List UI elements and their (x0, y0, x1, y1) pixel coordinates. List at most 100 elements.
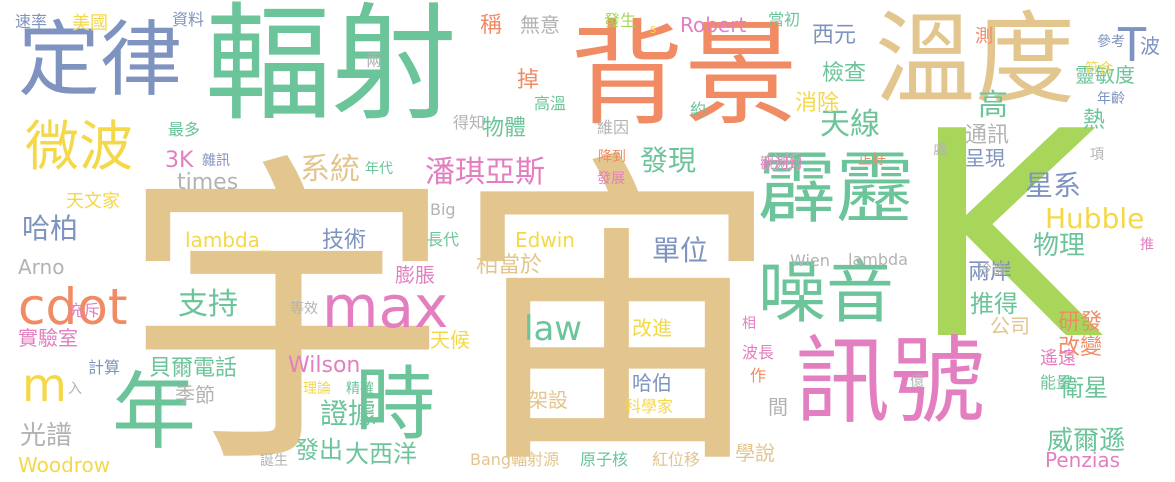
cloud-word: 年代 (365, 161, 393, 177)
cloud-word: lambda_ (185, 228, 270, 252)
cloud-word: 檢查 (822, 61, 867, 86)
cloud-word: 天線 (820, 107, 880, 142)
cloud-word: Edwin (515, 228, 575, 252)
cloud-word: 正好 (858, 152, 886, 168)
cloud-word: 單位 (652, 234, 709, 267)
cloud-word: 微波 (25, 115, 133, 178)
cloud-word: 證據 (320, 397, 377, 430)
cloud-word: 測 (975, 26, 993, 47)
cloud-word: 物理 (1033, 231, 1086, 261)
cloud-word: m (22, 358, 67, 412)
cloud-word: 原子核 (580, 450, 629, 469)
cloud-word: 發展 (597, 171, 625, 187)
cloud-word: Hubble (1045, 202, 1145, 235)
cloud-word: 時 (355, 358, 435, 451)
cloud-word: 消除 (795, 91, 840, 116)
cloud-word: 得知 (453, 113, 486, 132)
cloud-word: 威爾遜 (1047, 426, 1126, 456)
cloud-word: s (650, 22, 657, 36)
cloud-word: 美國 (72, 13, 108, 34)
cloud-word: 相 (742, 316, 756, 332)
cloud-word: 符合 (1085, 61, 1113, 77)
cloud-word: 入 (68, 381, 82, 397)
cloud-word: 霹靂 (758, 144, 915, 234)
cloud-word: 推 (1140, 237, 1154, 253)
cloud-word: 物體 (482, 116, 527, 141)
cloud-word: K (910, 71, 1097, 403)
cloud-word: 最多 (168, 120, 201, 139)
cloud-word: 系統 (300, 152, 360, 187)
cloud-word: 宇宙 (122, 125, 782, 482)
cloud-word: 冷卻 (978, 262, 1006, 278)
cloud-word: 天文家 (66, 191, 120, 212)
cloud-word: 無意 (520, 13, 560, 37)
cloud-word: 分析 (762, 150, 802, 174)
cloud-word: 稱 (480, 13, 503, 38)
cloud-word: Robert (680, 13, 747, 37)
cloud-word: 年齡 (1097, 91, 1125, 107)
cloud-word: 科學家 (625, 397, 674, 416)
cloud-word: 項 (1090, 147, 1104, 163)
cloud-word: 理論 (303, 381, 331, 397)
cloud-word: 遙遠 (1040, 348, 1076, 369)
cloud-word: 噪音 (758, 254, 895, 333)
cloud-word: 實驗室 (18, 326, 78, 350)
cloud-word: 膨脹 (395, 263, 435, 287)
cloud-word: 背景 (570, 8, 799, 141)
cloud-word: 維因 (597, 118, 630, 137)
cloud-word: 改進 (632, 316, 672, 340)
cloud-word: 大西洋 (345, 440, 417, 468)
cloud-word: 發現 (640, 144, 697, 177)
cloud-word: 支持 (178, 287, 238, 322)
cloud-word: 作 (750, 366, 767, 385)
cloud-word: 長代 (427, 230, 460, 249)
cloud-word: 等效 (290, 301, 318, 317)
cloud-word: 誕生 (260, 453, 288, 469)
cloud-word: 技術 (322, 228, 367, 253)
cloud-word: times (177, 170, 239, 195)
cloud-word: 速率 (15, 12, 48, 31)
cloud-word: 3K (165, 148, 194, 173)
cloud-word: 西元 (812, 23, 857, 48)
cloud-word: 光譜 (20, 421, 73, 451)
cloud-word: 相當於 (476, 253, 543, 278)
cloud-word: max (322, 273, 449, 341)
cloud-word: 通訊 (965, 123, 1010, 148)
cloud-word: 哈柏 (22, 212, 79, 245)
cloud-word: 推得 (970, 290, 1018, 318)
cloud-word: 高 (978, 88, 1008, 123)
cloud-word: 訊號 (795, 327, 986, 437)
cloud-word: 衛星 (1060, 374, 1108, 402)
cloud-word: 降到 (598, 149, 626, 165)
cloud-word: 億 (910, 374, 924, 390)
cloud-word: cdot (18, 278, 128, 336)
cloud-word: 年 (112, 363, 197, 461)
cloud-word: 熱 (1083, 108, 1106, 133)
cloud-word: 學說 (735, 441, 775, 465)
cloud-word: 潘琪亞斯 (425, 155, 545, 190)
cloud-word: 能量 (1040, 373, 1073, 392)
cloud-word: 公司 (990, 314, 1030, 338)
cloud-word: 精確 (346, 381, 374, 397)
cloud-word: 高溫 (534, 94, 567, 113)
cloud-word: 資料 (172, 10, 205, 29)
cloud-word: 當初 (768, 10, 801, 29)
cloud-word: 兩岸 (968, 260, 1013, 285)
cloud-word: Big (430, 200, 456, 219)
cloud-word: 架設 (528, 388, 568, 412)
cloud-word: 定律 (18, 13, 183, 108)
cloud-word: 輻射 (205, 0, 457, 138)
cloud-word: Wien (790, 251, 830, 270)
cloud-word: 發出 (295, 436, 343, 464)
cloud-word: 約 (690, 100, 707, 119)
cloud-word: lambda (848, 250, 908, 269)
cloud-word: 觀測到 (760, 156, 802, 172)
cloud-word: law (524, 309, 583, 349)
cloud-word: 波長 (742, 343, 775, 362)
cloud-word: 處 (933, 142, 947, 158)
cloud-word: 天候 (430, 328, 470, 352)
cloud-word: 兩 (363, 52, 382, 68)
cloud-word: 計算 (88, 358, 121, 377)
cloud-word: 發生 (604, 11, 637, 30)
